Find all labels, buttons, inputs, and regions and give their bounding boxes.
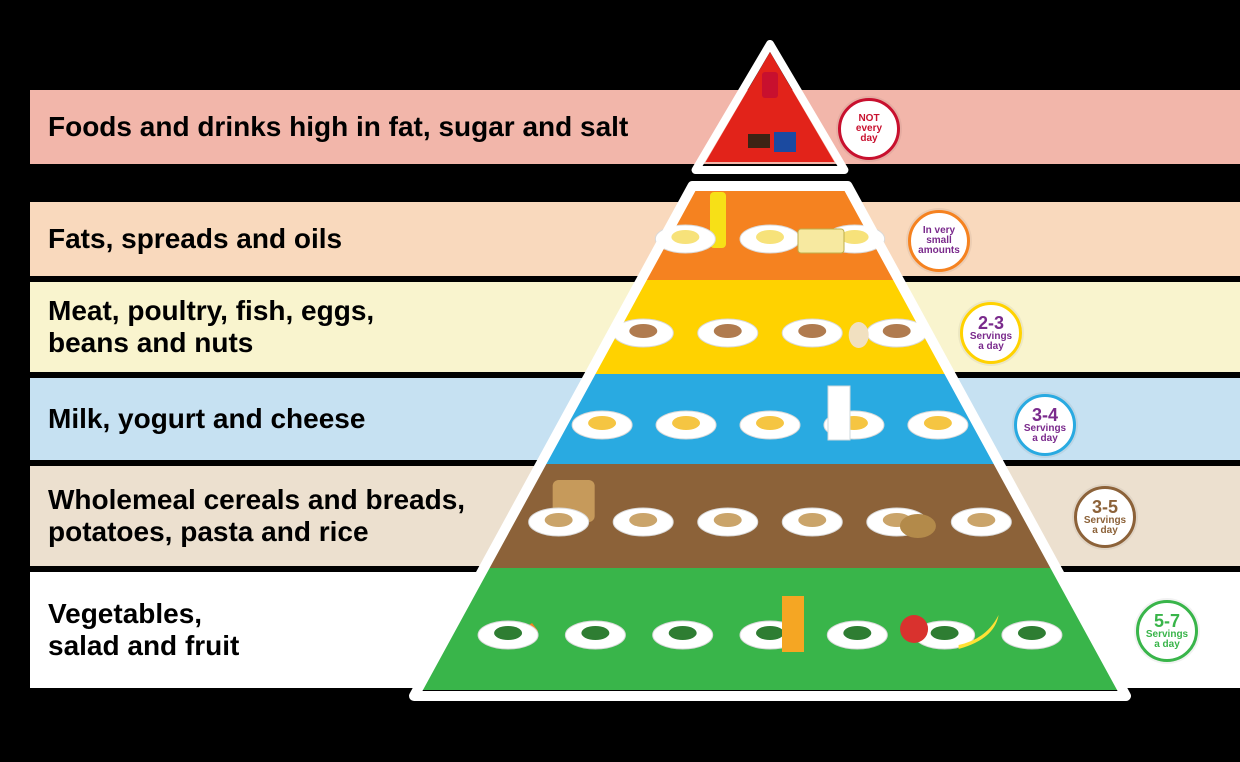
badge-fats: In verysmallamounts [908, 210, 970, 272]
band-label-fats: Fats, spreads and oils [30, 223, 342, 255]
badge-veg: 5-7Servingsa day [1136, 600, 1198, 662]
badge-line3: a day [1032, 434, 1058, 444]
badge-top: NOTeveryday [838, 98, 900, 160]
badge-carbs: 3-5Servingsa day [1074, 486, 1136, 548]
food-pyramid [400, 40, 1140, 740]
badge-protein: 2-3Servingsa day [960, 302, 1022, 364]
badge-line3: day [860, 134, 877, 144]
band-label-protein: Meat, poultry, fish, eggs, beans and nut… [30, 295, 374, 359]
badge-line1: 5-7 [1154, 612, 1180, 630]
badge-line3: a day [1154, 640, 1180, 650]
badge-line3: a day [1092, 526, 1118, 536]
badge-line3: amounts [918, 246, 960, 256]
band-label-veg: Vegetables, salad and fruit [30, 598, 239, 662]
badge-line1: 3-5 [1092, 498, 1118, 516]
badge-dairy: 3-4Servingsa day [1014, 394, 1076, 456]
badge-line1: 2-3 [978, 314, 1004, 332]
badge-line1: 3-4 [1032, 406, 1058, 424]
band-label-dairy: Milk, yogurt and cheese [30, 403, 365, 435]
badge-line3: a day [978, 342, 1004, 352]
infographic-stage: Foods and drinks high in fat, sugar and … [0, 0, 1240, 762]
